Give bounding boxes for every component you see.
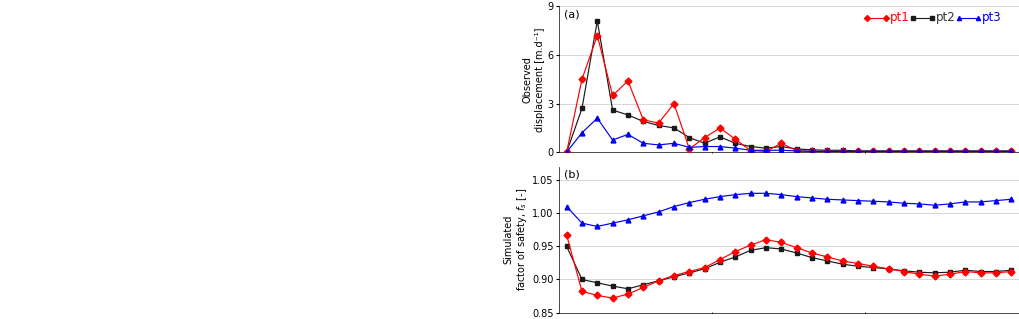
Text: (b): (b) (564, 170, 579, 180)
Text: pt3: pt3 (981, 11, 1001, 24)
Text: pt1: pt1 (890, 11, 909, 24)
Y-axis label: Observed
displacement [m.d⁻¹]: Observed displacement [m.d⁻¹] (523, 27, 544, 131)
Text: (a): (a) (564, 9, 579, 19)
Text: pt2: pt2 (935, 11, 955, 24)
Y-axis label: Simulated
factor of safety, $f_s$ [-]: Simulated factor of safety, $f_s$ [-] (502, 188, 529, 291)
